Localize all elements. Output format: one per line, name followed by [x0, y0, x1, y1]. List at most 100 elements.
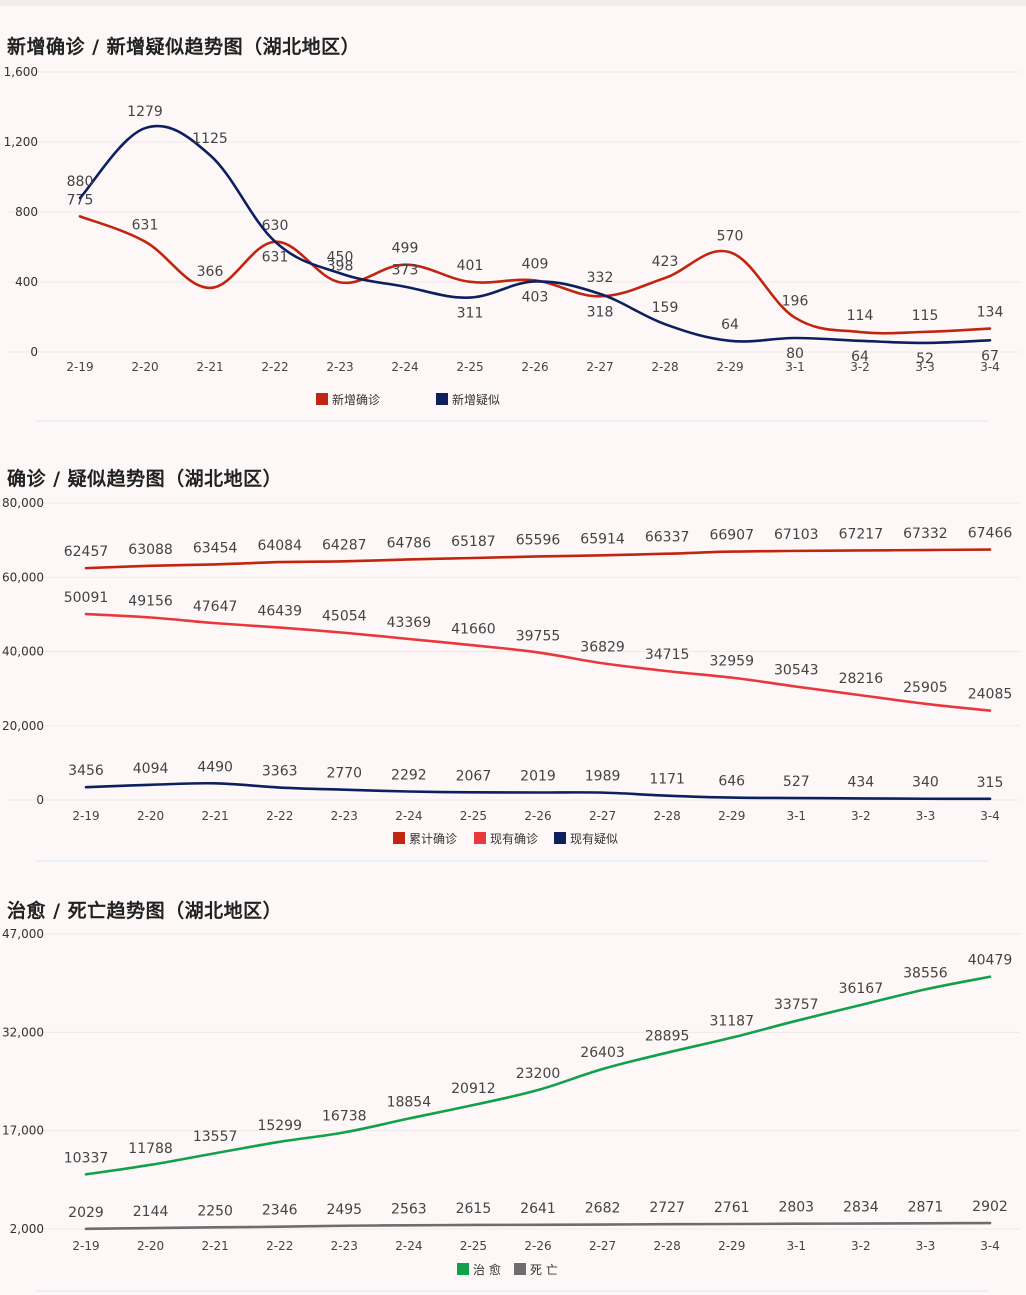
data-label: 134	[977, 305, 1004, 321]
x-tick-label: 2-29	[718, 1239, 745, 1253]
data-label: 1989	[585, 769, 621, 785]
data-label: 340	[912, 775, 939, 791]
x-tick-label: 2-26	[524, 1239, 551, 1253]
divider	[36, 420, 988, 422]
data-label: 24085	[968, 687, 1013, 703]
x-tick-label: 2-29	[716, 360, 743, 374]
data-label: 2346	[262, 1203, 298, 1219]
data-label: 4490	[197, 759, 233, 775]
data-label: 434	[847, 774, 874, 790]
x-tick-label: 2-29	[718, 809, 745, 823]
x-tick-label: 2-20	[131, 360, 158, 374]
data-label: 67217	[839, 526, 884, 542]
chart-panel-recovered: 治愈 / 死亡趋势图（湖北地区） 2,000 17,000 32,000 47,000…	[0, 862, 1026, 1295]
data-label: 28216	[839, 671, 884, 687]
x-tick-label: 2-25	[460, 809, 487, 823]
data-label: 2615	[456, 1201, 492, 1217]
data-label: 2682	[585, 1201, 621, 1217]
x-tick-label: 2-24	[395, 1239, 422, 1253]
data-label: 18854	[387, 1095, 432, 1111]
data-label: 2144	[133, 1204, 169, 1220]
new-cases-chart: 0 400 800 1,200 1,600 2-19 2-20 2-21 2-22 2-23 2-2…	[4, 65, 1020, 407]
data-label: 2029	[68, 1205, 104, 1221]
data-label: 28895	[645, 1029, 690, 1045]
data-label: 2803	[778, 1200, 814, 1216]
data-label: 499	[392, 241, 419, 257]
y-tick-label: 0	[30, 345, 38, 359]
x-tick-label: 3-1	[786, 1239, 806, 1253]
data-label: 63088	[128, 542, 173, 558]
chart-title: 治愈 / 死亡趋势图（湖北地区）	[7, 900, 283, 922]
x-tick-label: 3-3	[916, 809, 936, 823]
data-label: 631	[262, 250, 289, 266]
data-label: 63454	[193, 540, 238, 556]
chart-title: 新增确诊 / 新增疑似趋势图（湖北地区）	[7, 36, 361, 58]
series-line	[84, 975, 992, 1176]
data-label: 366	[197, 264, 224, 280]
x-tick-label: 2-25	[460, 1239, 487, 1253]
data-label: 65914	[580, 531, 625, 547]
legend-swatch	[474, 832, 486, 844]
legend-label: 治 愈	[473, 1262, 501, 1277]
legend-swatch	[457, 1263, 469, 1275]
data-label: 25905	[903, 680, 948, 696]
data-label: 3363	[262, 764, 298, 780]
data-label: 2563	[391, 1201, 427, 1217]
x-tick-label: 2-26	[521, 360, 548, 374]
data-label: 880	[67, 174, 94, 190]
data-label: 1125	[192, 131, 228, 147]
data-label: 11788	[128, 1141, 173, 1157]
y-tick-label: 80,000	[2, 496, 44, 510]
legend-label: 新增疑似	[452, 392, 500, 407]
data-label: 26403	[580, 1045, 625, 1061]
data-label: 41660	[451, 621, 496, 637]
data-label: 64	[851, 349, 869, 365]
data-label: 4094	[133, 761, 169, 777]
legend-swatch	[393, 832, 405, 844]
data-label: 373	[392, 263, 419, 279]
data-label: 570	[717, 228, 744, 244]
data-label: 66907	[709, 528, 754, 544]
x-tick-label: 2-19	[72, 1239, 99, 1253]
data-label: 2250	[197, 1203, 233, 1219]
recovered-chart: 2,000 17,000 32,000 47,000 2-19 2-20 2-21 2-22 2…	[2, 927, 1020, 1277]
x-tick-label: 2-27	[589, 809, 616, 823]
data-label: 10337	[64, 1150, 109, 1166]
x-tick-label: 2-24	[391, 360, 418, 374]
x-tick-label: 2-26	[524, 809, 551, 823]
data-label: 15299	[257, 1118, 302, 1134]
x-tick-label: 3-4	[980, 360, 1000, 374]
x-tick-label: 2-22	[266, 809, 293, 823]
x-tick-label: 2-19	[66, 360, 93, 374]
data-label: 16738	[322, 1108, 367, 1124]
data-label: 64084	[257, 538, 302, 554]
legend-label: 现有疑似	[570, 831, 618, 846]
legend-label: 新增确诊	[332, 392, 380, 407]
x-tick-label: 3-4	[980, 809, 1000, 823]
x-tick-label: 2-21	[202, 1239, 229, 1253]
chart-title: 确诊 / 疑似趋势图（湖北地区）	[7, 468, 283, 490]
data-label: 66337	[645, 530, 690, 546]
data-label: 64287	[322, 537, 367, 553]
data-label: 630	[262, 218, 289, 234]
x-tick-label: 2-28	[654, 1239, 681, 1253]
data-label: 315	[977, 775, 1004, 791]
data-label: 159	[652, 300, 679, 316]
y-tick-label: 47,000	[2, 927, 44, 941]
y-tick-label: 2,000	[10, 1222, 44, 1236]
data-label: 39755	[516, 628, 561, 644]
data-label: 311	[457, 306, 484, 322]
data-label: 65596	[516, 532, 561, 548]
x-tick-label: 2-21	[202, 809, 229, 823]
data-label: 2067	[456, 768, 492, 784]
data-label: 2902	[972, 1199, 1008, 1215]
data-label: 67466	[968, 526, 1013, 542]
y-tick-label: 17,000	[2, 1124, 44, 1138]
x-tick-label: 2-23	[331, 1239, 358, 1253]
y-tick-label: 20,000	[2, 719, 44, 733]
data-label: 36167	[839, 981, 884, 997]
data-label: 332	[587, 270, 614, 286]
x-tick-label: 2-27	[589, 1239, 616, 1253]
data-label: 80	[786, 346, 804, 362]
legend-swatch	[316, 393, 328, 405]
